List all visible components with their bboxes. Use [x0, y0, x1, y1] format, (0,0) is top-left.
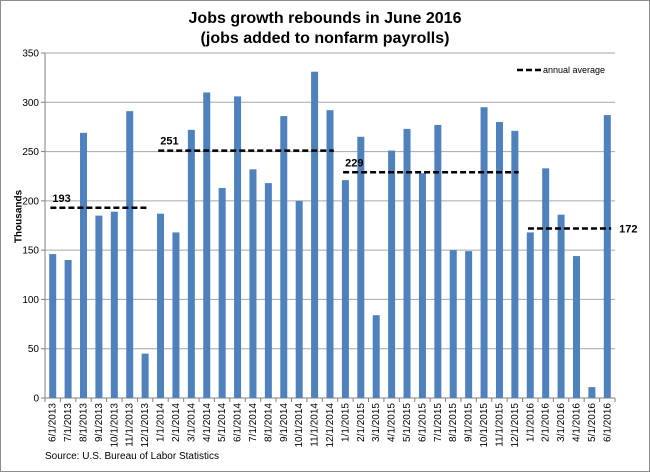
- bar: [403, 128, 411, 398]
- bar: [80, 132, 88, 399]
- x-tick-label: 12/1/2015: [510, 403, 521, 448]
- y-tick-label: 0: [33, 394, 39, 405]
- source-note: Source: U.S. Bureau of Labor Statistics: [45, 451, 219, 462]
- y-tick-label: 150: [22, 246, 39, 257]
- bar: [357, 136, 365, 399]
- x-tick-label: 10/1/2015: [479, 403, 490, 448]
- x-tick-label: 2/1/2014: [171, 403, 182, 442]
- x-tick-label: 3/1/2015: [371, 403, 382, 442]
- x-tick-label: 6/1/2016: [602, 403, 613, 442]
- annual-average-label: 251: [160, 136, 178, 148]
- y-tick-label: 250: [22, 147, 39, 158]
- bar: [311, 71, 319, 398]
- bar: [249, 169, 257, 398]
- x-tick-label: 3/1/2014: [186, 403, 197, 442]
- x-tick-label: 11/1/2014: [310, 403, 321, 447]
- x-tick-label: 8/1/2015: [448, 403, 459, 442]
- x-tick-label: 12/1/2013: [140, 403, 151, 448]
- x-tick-label: 6/1/2014: [233, 403, 244, 442]
- bar: [264, 183, 272, 398]
- chart-title: Jobs growth rebounds in June 2016 (jobs …: [1, 9, 649, 49]
- bar: [326, 110, 334, 399]
- x-tick-label: 5/1/2015: [402, 403, 413, 442]
- bar: [449, 250, 457, 398]
- chart-title-line-1: Jobs growth rebounds in June 2016: [188, 10, 462, 27]
- bar: [126, 111, 134, 399]
- legend-label: annual average: [543, 65, 605, 75]
- x-tick-label: 9/1/2014: [279, 403, 290, 442]
- x-tick-label: 8/1/2013: [79, 403, 90, 442]
- bar: [218, 188, 226, 398]
- y-tick-label: 50: [28, 344, 40, 355]
- bar: [465, 251, 473, 398]
- bar: [557, 214, 565, 398]
- bar: [172, 232, 180, 398]
- x-tick-label: 11/1/2015: [494, 403, 505, 447]
- bar: [280, 116, 288, 398]
- x-tick-label: 2/1/2016: [541, 403, 552, 442]
- x-tick-label: 8/1/2014: [263, 403, 274, 442]
- x-tick-label: 6/1/2015: [417, 403, 428, 442]
- x-tick-label: 3/1/2016: [556, 403, 567, 442]
- x-tick-label: 7/1/2015: [433, 403, 444, 442]
- bar: [49, 254, 57, 398]
- bar: [157, 213, 165, 398]
- bar: [418, 173, 426, 398]
- bar: [603, 115, 611, 398]
- x-tick-label: 5/1/2016: [587, 403, 598, 442]
- chart-title-line-2: (jobs added to nonfarm payrolls): [200, 30, 450, 47]
- x-tick-label: 6/1/2013: [48, 403, 59, 442]
- x-tick-label: 9/1/2015: [464, 403, 475, 442]
- x-tick-label: 5/1/2014: [217, 403, 228, 442]
- bar: [495, 122, 503, 398]
- x-tick-label: 1/1/2014: [156, 403, 167, 442]
- x-tick-label: 7/1/2014: [248, 403, 259, 442]
- x-tick-label: 11/1/2013: [125, 403, 136, 447]
- bar: [480, 107, 488, 398]
- bar: [95, 215, 103, 398]
- y-tick-label: 300: [22, 98, 39, 109]
- bar: [588, 387, 596, 398]
- x-tick-label: 12/1/2014: [325, 403, 336, 448]
- bar: [64, 260, 72, 398]
- bar: [341, 180, 349, 398]
- bar: [203, 92, 211, 398]
- y-tick-label: 200: [22, 196, 39, 207]
- y-tick-label: 350: [22, 49, 39, 60]
- x-tick-label: 7/1/2013: [63, 403, 74, 442]
- bar: [372, 315, 380, 398]
- bar: [388, 150, 396, 398]
- x-tick-label: 4/1/2016: [571, 403, 582, 442]
- bar: [141, 353, 149, 398]
- x-tick-label: 1/1/2015: [340, 403, 351, 442]
- x-tick-label: 4/1/2014: [202, 403, 213, 442]
- bar: [234, 96, 242, 398]
- x-tick-label: 1/1/2016: [525, 403, 536, 442]
- annual-average-label: 172: [619, 223, 637, 235]
- bar: [511, 130, 519, 398]
- bar: [295, 200, 303, 398]
- y-tick-label: 100: [22, 295, 39, 306]
- bar: [110, 211, 118, 398]
- annual-average-label: 193: [52, 193, 70, 205]
- x-tick-label: 2/1/2015: [356, 403, 367, 442]
- x-tick-label: 4/1/2015: [387, 403, 398, 442]
- bar: [187, 129, 195, 398]
- bar: [526, 232, 534, 398]
- bar: [542, 168, 550, 398]
- x-tick-label: 10/1/2014: [294, 403, 305, 448]
- bar: [572, 256, 580, 398]
- annual-average-label: 229: [345, 157, 363, 169]
- x-tick-label: 10/1/2013: [109, 403, 120, 448]
- bar: [434, 124, 442, 398]
- x-tick-label: 9/1/2013: [94, 403, 105, 442]
